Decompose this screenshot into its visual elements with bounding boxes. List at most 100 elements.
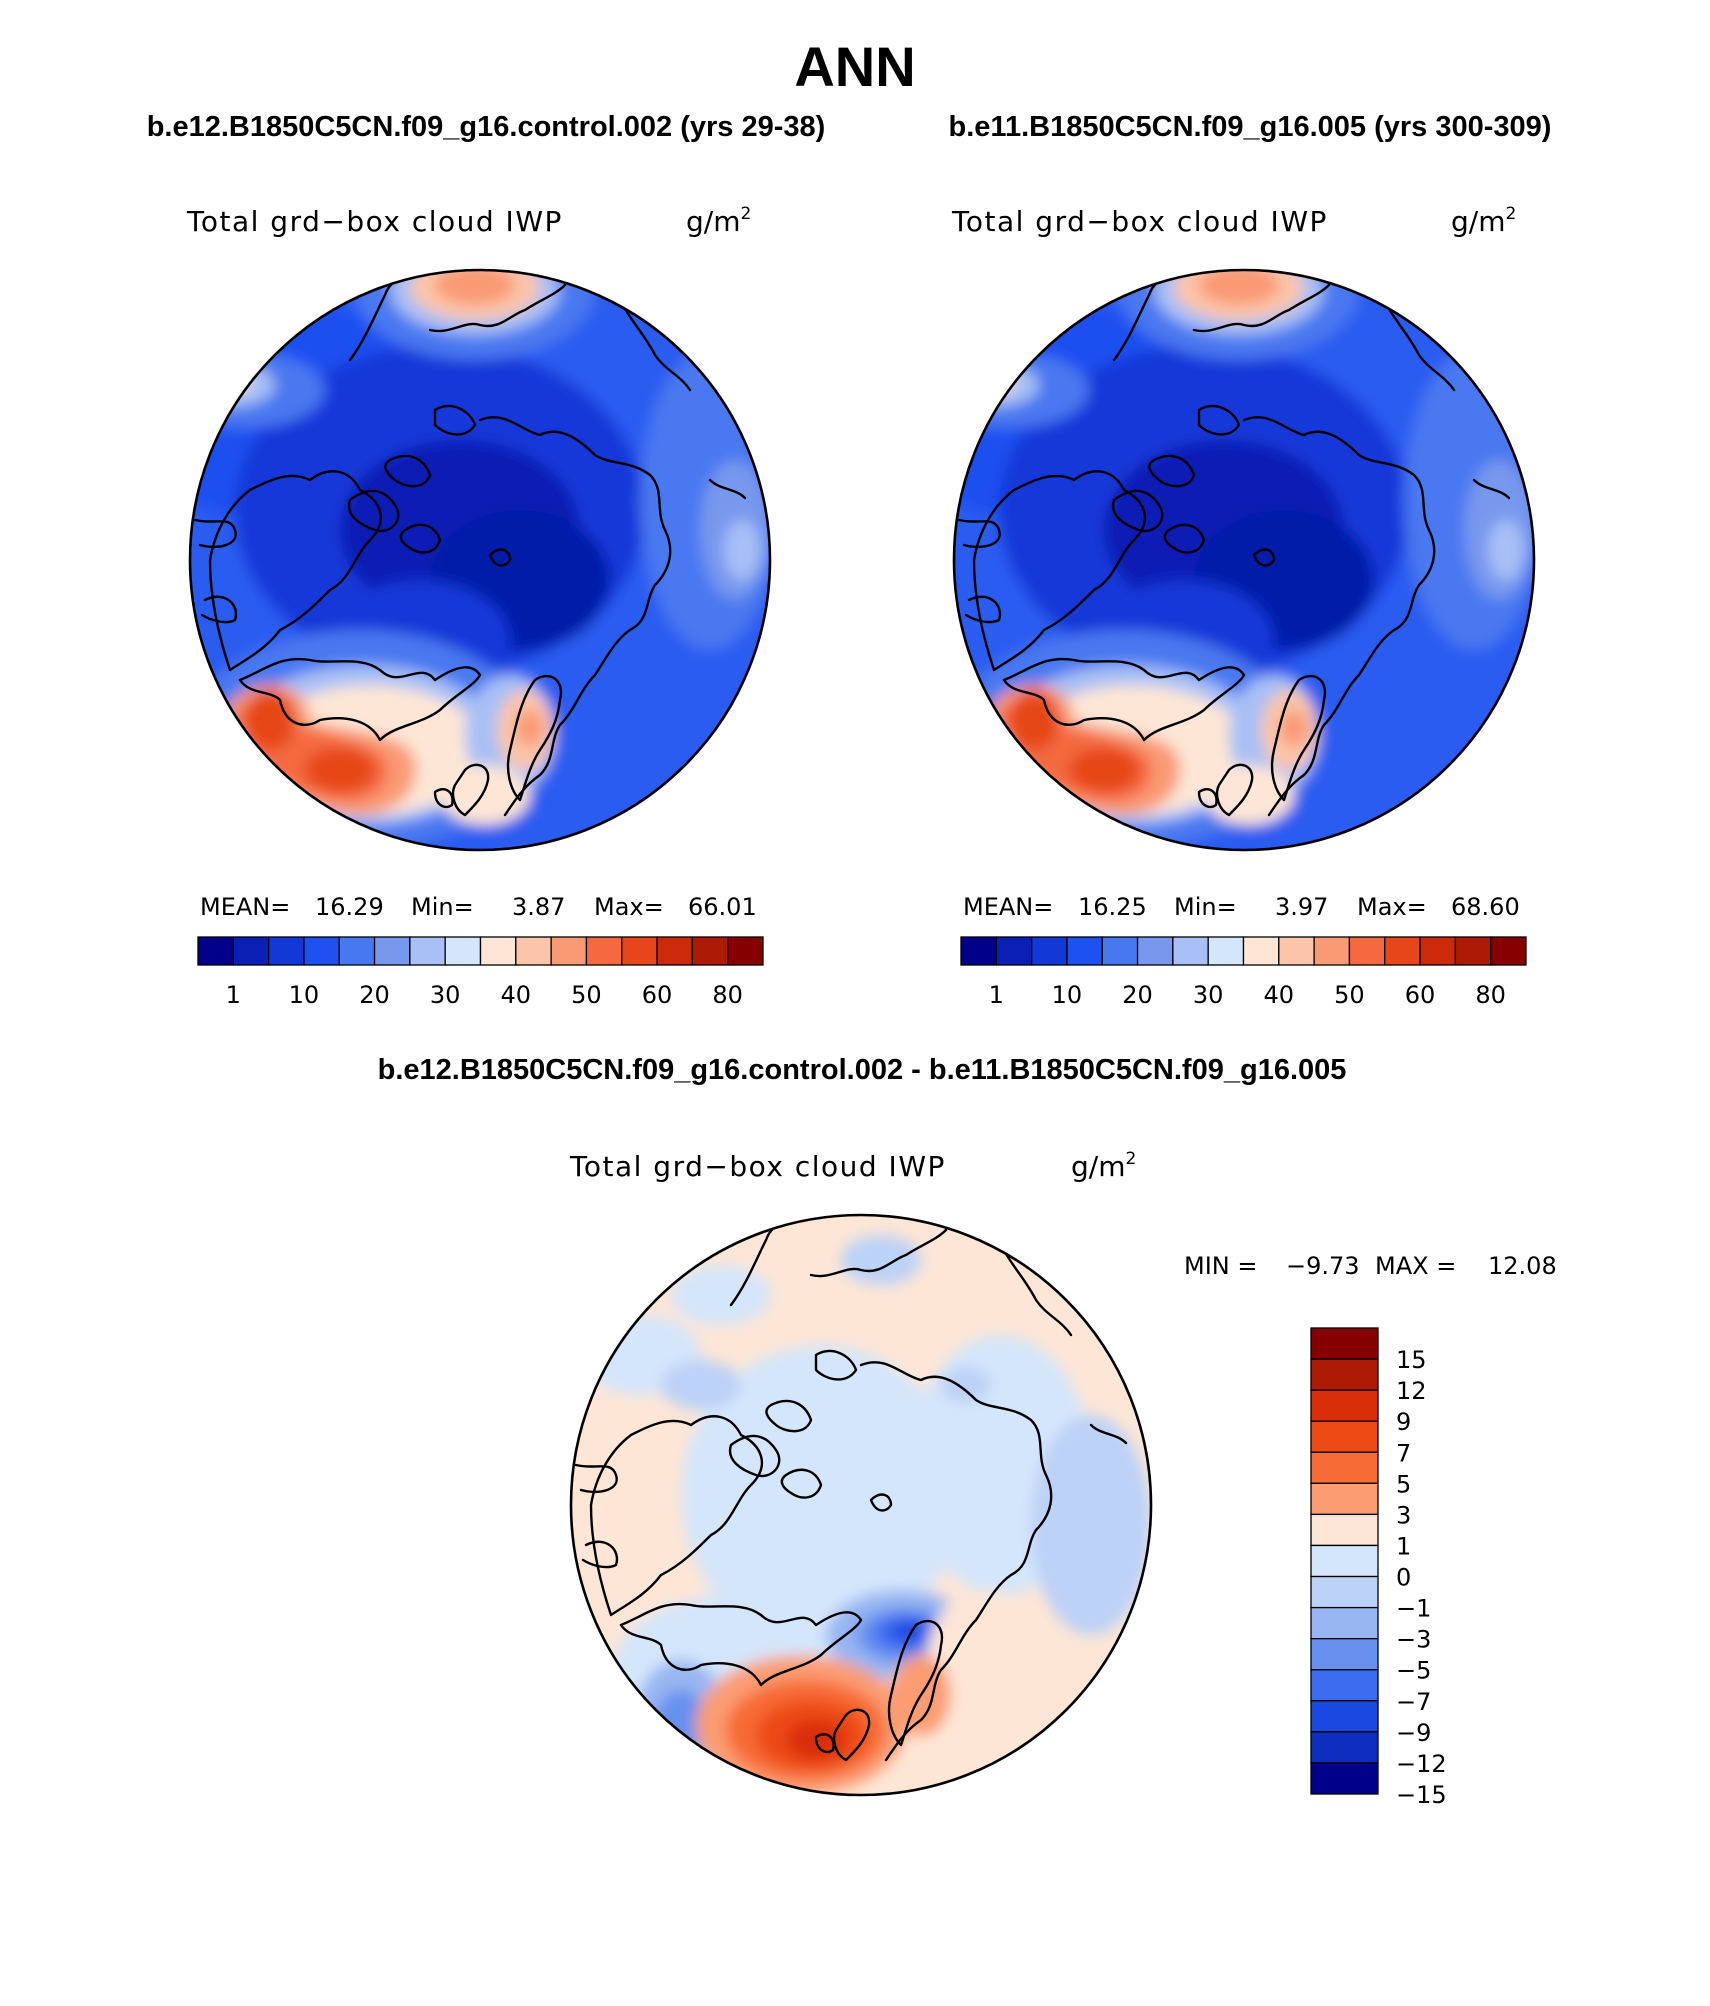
diff-colorbar-tick-label: 7	[1396, 1439, 1411, 1467]
panel-1-colorbar-swatch-7	[444, 936, 482, 966]
panel-2-min-label: Min=	[1174, 893, 1237, 921]
panel-1-min-value: 3.87	[512, 893, 565, 921]
diff-max-value: 12.08	[1488, 1252, 1557, 1280]
panel-1-mean-label: MEAN=	[200, 893, 290, 921]
panel-2-colorbar-swatch-9	[1278, 936, 1315, 966]
diff-colorbar-tick-label: 3	[1396, 1501, 1411, 1529]
diff-colorbar-swatch-3	[1310, 1420, 1379, 1453]
diff-colorbar-swatch-14	[1310, 1762, 1379, 1795]
diff-stats: MIN = −9.73 MAX = 12.08	[1184, 1252, 1557, 1280]
panel-2-colorbar-swatch-1	[995, 936, 1033, 966]
diff-colorbar-tick-label: 1	[1396, 1532, 1411, 1560]
panel-2-colorbar-tick-label: 60	[1405, 981, 1436, 1009]
panel-1-colorbar-tick-label: 40	[501, 981, 532, 1009]
diff-map	[569, 1213, 1153, 1797]
panel-1-colorbar-tick-label: 1	[226, 981, 241, 1009]
panel-1-colorbar-swatch-0	[197, 936, 234, 966]
diff-colorbar-swatch-0	[1310, 1327, 1379, 1360]
panel-2-units: g/m2	[1451, 204, 1516, 238]
panel-2-colorbar-swatch-5	[1136, 936, 1174, 966]
diff-colorbar-swatch-7	[1310, 1544, 1379, 1578]
panel-1-colorbar-tick-label: 20	[359, 981, 390, 1009]
panel-2-colorbar-swatch-4	[1101, 936, 1139, 966]
figure-title: ANN	[794, 35, 915, 98]
panel-2-max-label: Max=	[1357, 893, 1427, 921]
panel-1-map	[188, 268, 772, 852]
panel-2-colorbar-swatch-10	[1313, 936, 1351, 966]
panel-1-colorbar: 1 10 20 30 40 50 60 80	[197, 936, 764, 1009]
diff-colorbar-tick-label: −15	[1396, 1781, 1447, 1809]
panel-1-colorbar-swatch-2	[267, 936, 305, 966]
panel-1-max-value: 66.01	[688, 893, 757, 921]
panel-1-units: g/m2	[686, 204, 751, 238]
panel-1-min-label: Min=	[411, 893, 474, 921]
panel-2-colorbar-swatch-2	[1030, 936, 1068, 966]
diff-colorbar-tick-label: 12	[1396, 1377, 1427, 1405]
diff-colorbar-tick-label: −1	[1396, 1595, 1431, 1623]
panel-2-colorbar-swatch-15	[1490, 936, 1527, 966]
panel-2-colorbar-tick-label: 80	[1475, 981, 1506, 1009]
panel-1-colorbar-swatch-4	[338, 936, 376, 966]
panel-2-colorbar-swatch-12	[1384, 936, 1421, 966]
panel-1-colorbar-swatch-5	[373, 936, 411, 966]
panel-1-colorbar-tick-label: 80	[712, 981, 743, 1009]
panel-2-colorbar-swatch-8	[1242, 936, 1280, 966]
panel-2-colorbar-swatch-6	[1172, 936, 1209, 966]
panel-1-mean-value: 16.29	[315, 893, 384, 921]
diff-colorbar-tick-label: −5	[1396, 1657, 1431, 1685]
panel-1-case-title: b.e12.B1850C5CN.f09_g16.control.002 (yrs…	[147, 111, 826, 143]
panel-2-stats: MEAN= 16.25 Min= 3.97 Max= 68.60	[963, 893, 1520, 921]
panel-1-max-label: Max=	[594, 893, 664, 921]
panel-2-case-title: b.e11.B1850C5CN.f09_g16.005 (yrs 300-309…	[949, 111, 1552, 143]
diff-colorbar-tick-label: −9	[1396, 1719, 1431, 1747]
panel-2-colorbar: 1 10 20 30 40 50 60 80	[960, 936, 1527, 1009]
panel-2-colorbar-swatch-0	[960, 936, 997, 966]
panel-2-colorbar-tick-label: 1	[989, 981, 1004, 1009]
panel-2-colorbar-swatch-11	[1348, 936, 1386, 966]
panel-2-mean-label: MEAN=	[963, 893, 1053, 921]
panel-2-colorbar-swatch-7	[1207, 936, 1245, 966]
panel-2-max-value: 68.60	[1451, 893, 1520, 921]
panel-1-colorbar-swatch-6	[409, 936, 446, 966]
diff-colorbar-swatch-10	[1310, 1638, 1379, 1671]
diff-colorbar-tick-label: 15	[1396, 1346, 1427, 1374]
diff-min-value: −9.73	[1286, 1252, 1360, 1280]
panel-1-stats: MEAN= 16.29 Min= 3.87 Max= 66.01	[200, 893, 757, 921]
panel-1-colorbar-swatch-3	[303, 936, 340, 966]
panel-1-colorbar-tick-label: 50	[571, 981, 602, 1009]
diff-colorbar-swatch-12	[1310, 1700, 1379, 1733]
panel-2-colorbar-swatch-14	[1454, 936, 1492, 966]
diff-colorbar-tick-label: −7	[1396, 1688, 1431, 1716]
diff-colorbar-tick-label: −3	[1396, 1626, 1431, 1654]
diff-units: g/m2	[1071, 1149, 1136, 1183]
panel-1-colorbar-swatch-15	[727, 936, 764, 966]
diff-colorbar-swatch-6	[1310, 1513, 1379, 1547]
panel-1-colorbar-swatch-14	[691, 936, 729, 966]
panel-1-colorbar-swatch-9	[515, 936, 552, 966]
diff-colorbar-swatch-9	[1310, 1606, 1379, 1640]
diff-colorbar-tick-label: −12	[1396, 1750, 1447, 1778]
panel-1-colorbar-swatch-8	[479, 936, 517, 966]
diff-colorbar-tick-label: 5	[1396, 1470, 1411, 1498]
diff-colorbar-tick-label: 0	[1396, 1564, 1411, 1592]
diff-variable-label: Total grd−box cloud IWP	[569, 1150, 946, 1183]
panel-2-map	[952, 268, 1536, 852]
panel-1-variable-label: Total grd−box cloud IWP	[186, 205, 563, 238]
panel-1-colorbar-tick-label: 10	[289, 981, 320, 1009]
panel-2-colorbar-swatch-13	[1419, 936, 1457, 966]
diff-colorbar-swatch-4	[1310, 1451, 1379, 1484]
panel-1-colorbar-swatch-10	[550, 936, 588, 966]
panel-1-colorbar-tick-label: 30	[430, 981, 461, 1009]
panel-1-colorbar-swatch-11	[585, 936, 623, 966]
panel-1-colorbar-swatch-1	[232, 936, 270, 966]
panel-2-colorbar-swatch-3	[1066, 936, 1103, 966]
diff-min-label: MIN =	[1184, 1252, 1257, 1280]
panel-2-colorbar-tick-label: 10	[1052, 981, 1083, 1009]
panel-2-variable-label: Total grd−box cloud IWP	[951, 205, 1328, 238]
diff-colorbar-swatch-5	[1310, 1482, 1379, 1516]
diff-colorbar-swatch-1	[1310, 1358, 1379, 1391]
diff-colorbar-swatch-8	[1310, 1575, 1379, 1609]
panel-1-colorbar-swatch-12	[621, 936, 658, 966]
panel-2-min-value: 3.97	[1275, 893, 1328, 921]
